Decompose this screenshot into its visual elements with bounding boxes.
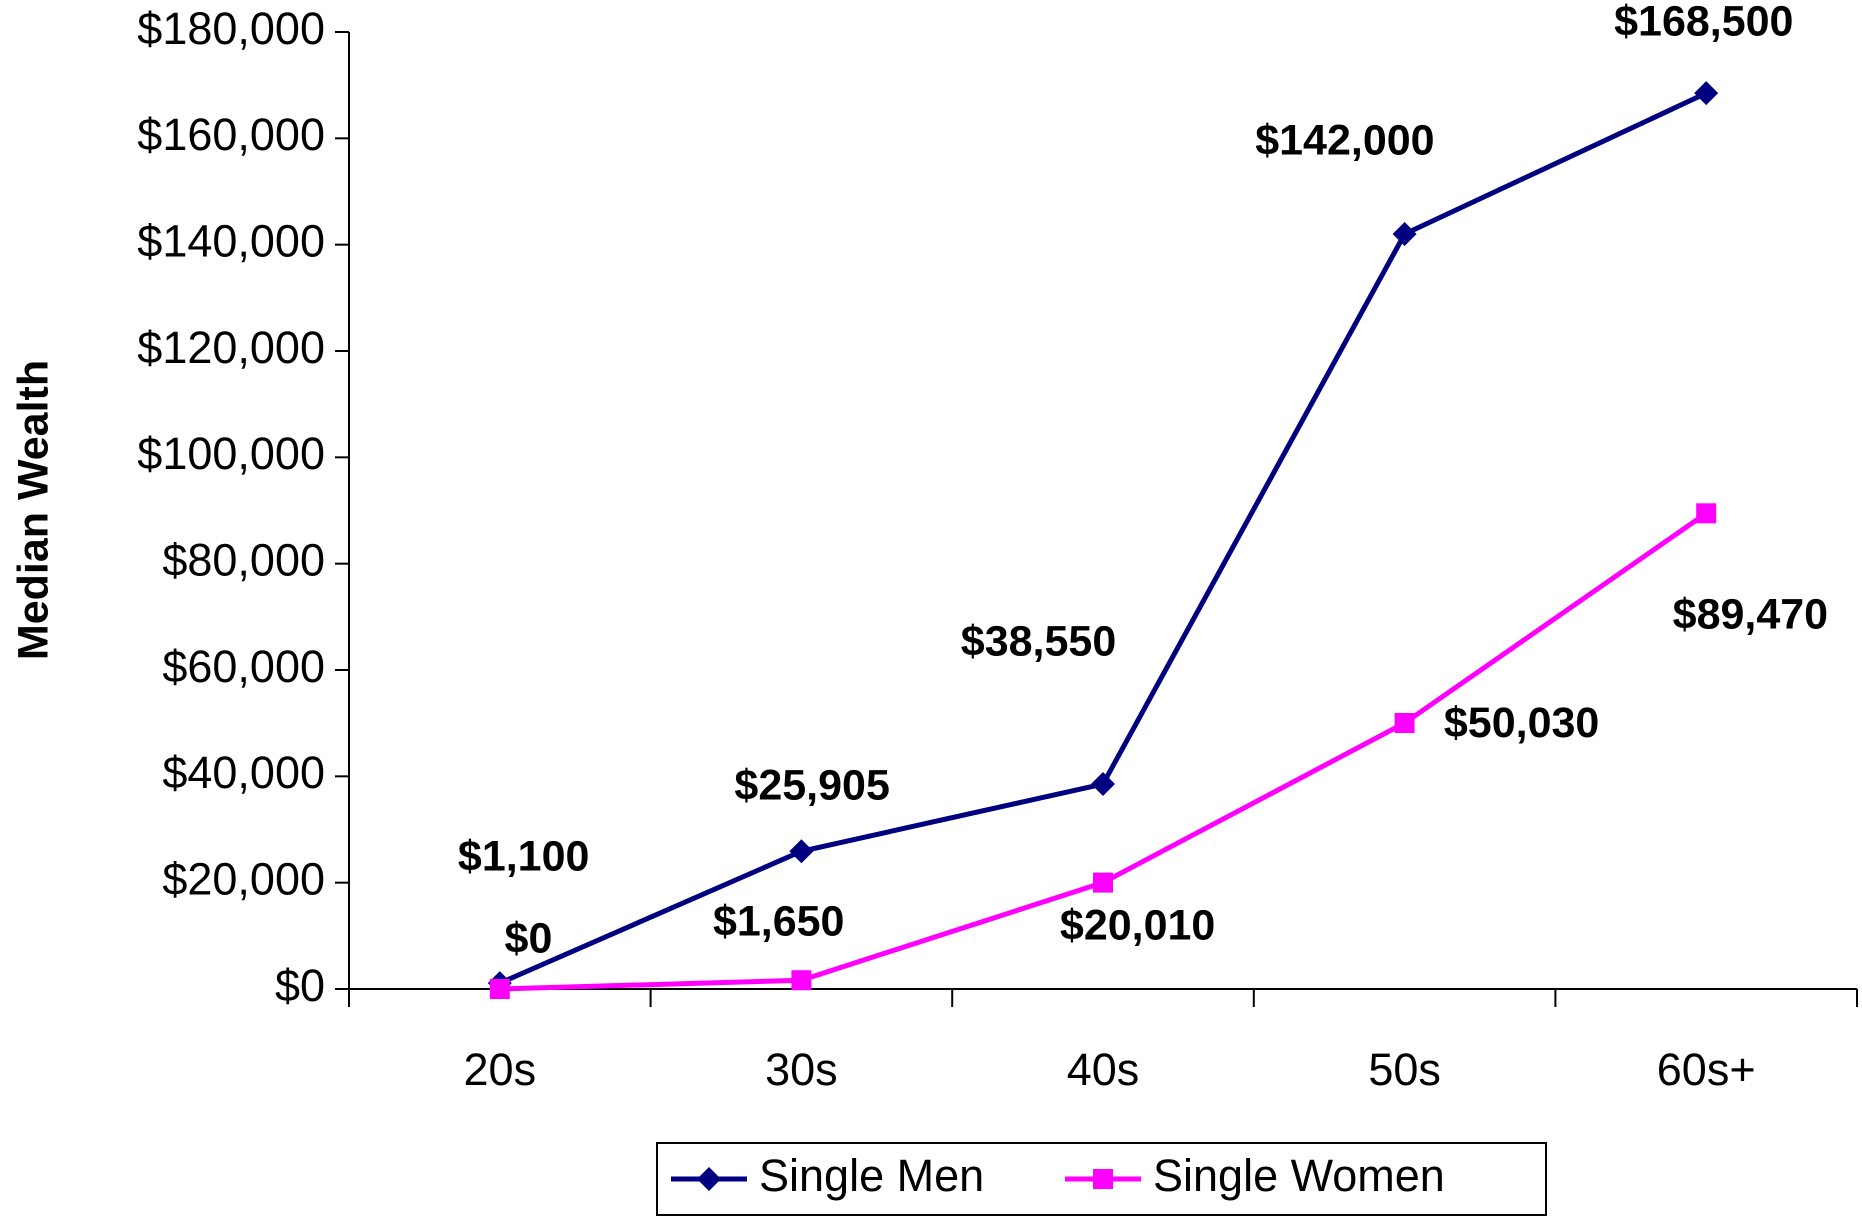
y-tick-label: $60,000 — [162, 641, 325, 692]
x-tick-label: 40s — [1067, 1044, 1140, 1095]
legend-label: Single Women — [1153, 1150, 1445, 1201]
marker — [789, 839, 814, 864]
y-axis-label: Median Wealth — [9, 360, 57, 660]
y-tick-label: $40,000 — [162, 747, 325, 798]
data-label: $1,650 — [713, 897, 845, 945]
data-label: $89,470 — [1673, 591, 1828, 639]
marker — [1394, 713, 1415, 734]
y-tick-label: $0 — [275, 960, 325, 1011]
legend-box — [656, 1142, 1547, 1216]
marker — [1091, 772, 1115, 797]
data-label: $25,905 — [734, 761, 889, 809]
marker — [489, 979, 510, 999]
y-tick-label: $20,000 — [162, 854, 325, 905]
data-label: $1,100 — [458, 832, 590, 880]
data-label: $142,000 — [1255, 117, 1434, 165]
legend-label: Single Men — [759, 1150, 984, 1201]
y-tick-label: $140,000 — [137, 216, 325, 267]
data-label: $168,500 — [1614, 0, 1793, 45]
marker — [1392, 222, 1417, 247]
data-label: $50,030 — [1444, 699, 1599, 747]
marker — [1093, 872, 1113, 893]
y-tick-label: $80,000 — [162, 535, 325, 586]
x-tick-label: 50s — [1368, 1044, 1441, 1095]
series-line — [498, 90, 1708, 986]
marker — [1694, 81, 1719, 106]
marker — [697, 1167, 721, 1191]
data-label: $38,550 — [961, 618, 1116, 666]
y-tick-label: $180,000 — [137, 3, 325, 54]
x-tick-label: 20s — [464, 1044, 537, 1095]
x-tick-label: 30s — [765, 1044, 838, 1095]
x-tick-label: 60s+ — [1657, 1044, 1756, 1095]
marker — [1093, 1169, 1113, 1189]
y-tick-label: $100,000 — [137, 428, 325, 479]
data-label: $0 — [505, 915, 553, 963]
y-tick-label: $160,000 — [137, 109, 325, 160]
data-label: $20,010 — [1060, 901, 1215, 949]
y-tick-label: $120,000 — [137, 322, 325, 373]
marker — [791, 970, 812, 991]
marker — [1696, 503, 1717, 524]
